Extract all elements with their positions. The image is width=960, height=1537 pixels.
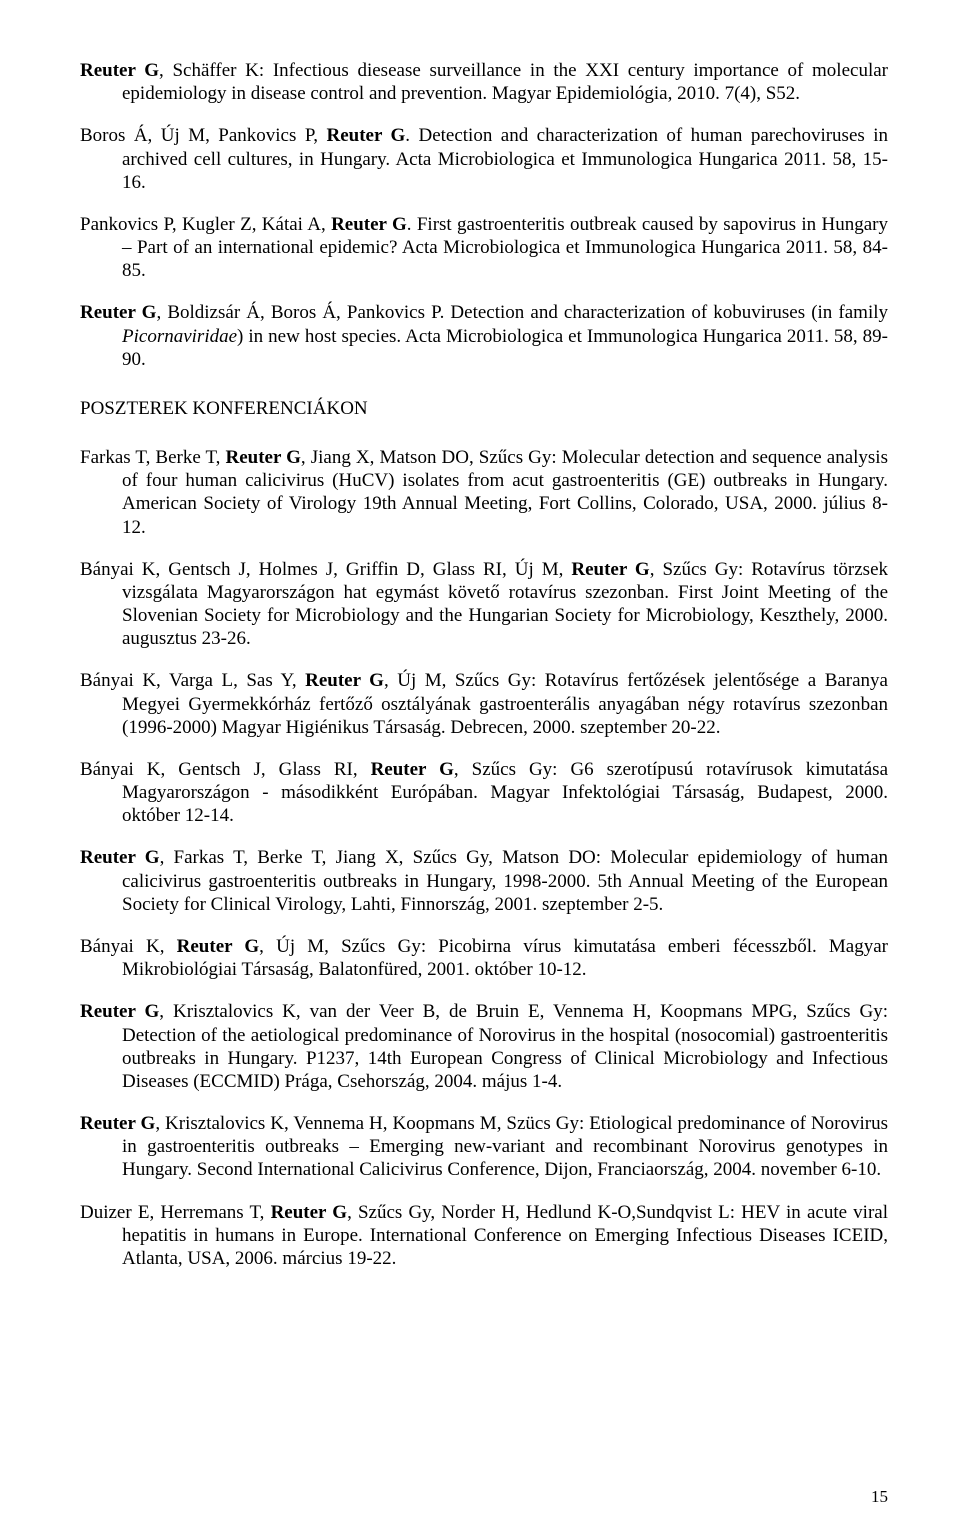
- reference-text: Bányai K, Varga L, Sas Y,: [80, 670, 305, 691]
- author-emphasis: Reuter G: [80, 1113, 155, 1134]
- author-emphasis: Reuter G: [371, 759, 454, 780]
- reference-text: Boros Á, Új M, Pankovics P,: [80, 125, 326, 146]
- references-top-group: Reuter G, Schäffer K: Infectious dieseas…: [80, 59, 888, 371]
- reference-entry: Bányai K, Gentsch J, Holmes J, Griffin D…: [80, 558, 888, 651]
- reference-text: Duizer E, Herremans T,: [80, 1202, 271, 1223]
- references-bottom-group: Farkas T, Berke T, Reuter G, Jiang X, Ma…: [80, 446, 888, 1270]
- reference-entry: Reuter G, Krisztalovics K, van der Veer …: [80, 1000, 888, 1093]
- page-number: 15: [871, 1487, 888, 1507]
- reference-entry: Pankovics P, Kugler Z, Kátai A, Reuter G…: [80, 213, 888, 283]
- section-heading: POSZTEREK KONFERENCIÁKON: [80, 397, 888, 420]
- reference-entry: Reuter G, Krisztalovics K, Vennema H, Ko…: [80, 1112, 888, 1182]
- author-emphasis: Reuter G: [177, 936, 260, 957]
- reference-entry: Bányai K, Varga L, Sas Y, Reuter G, Új M…: [80, 669, 888, 739]
- italic-term: Picornaviridae: [122, 326, 237, 347]
- author-emphasis: Reuter G: [571, 559, 649, 580]
- reference-entry: Bányai K, Gentsch J, Glass RI, Reuter G,…: [80, 758, 888, 828]
- reference-entry: Reuter G, Boldizsár Á, Boros Á, Pankovic…: [80, 301, 888, 371]
- document-page: Reuter G, Schäffer K: Infectious dieseas…: [0, 0, 960, 1537]
- author-emphasis: Reuter G: [331, 214, 407, 235]
- author-emphasis: Reuter G: [271, 1202, 348, 1223]
- reference-entry: Bányai K, Reuter G, Új M, Szűcs Gy: Pico…: [80, 935, 888, 981]
- reference-text: , Krisztalovics K, Vennema H, Koopmans M…: [122, 1113, 888, 1180]
- reference-text: , Schäffer K: Infectious diesease survei…: [122, 60, 888, 104]
- reference-text: , Farkas T, Berke T, Jiang X, Szűcs Gy, …: [122, 847, 888, 914]
- reference-entry: Reuter G, Farkas T, Berke T, Jiang X, Sz…: [80, 846, 888, 916]
- reference-text: Bányai K, Gentsch J, Holmes J, Griffin D…: [80, 559, 571, 580]
- author-emphasis: Reuter G: [80, 1001, 159, 1022]
- reference-text: Bányai K, Gentsch J, Glass RI,: [80, 759, 371, 780]
- reference-text: Pankovics P, Kugler Z, Kátai A,: [80, 214, 331, 235]
- reference-entry: Farkas T, Berke T, Reuter G, Jiang X, Ma…: [80, 446, 888, 539]
- reference-text: , Boldizsár Á, Boros Á, Pankovics P. Det…: [156, 302, 888, 323]
- reference-text: ) in new host species. Acta Microbiologi…: [122, 326, 888, 370]
- author-emphasis: Reuter G: [80, 302, 156, 323]
- reference-text: Farkas T, Berke T,: [80, 447, 226, 468]
- reference-text: Bányai K,: [80, 936, 177, 957]
- reference-entry: Reuter G, Schäffer K: Infectious dieseas…: [80, 59, 888, 105]
- reference-entry: Duizer E, Herremans T, Reuter G, Szűcs G…: [80, 1201, 888, 1271]
- reference-text: , Krisztalovics K, van der Veer B, de Br…: [122, 1001, 888, 1092]
- author-emphasis: Reuter G: [80, 847, 160, 868]
- reference-entry: Boros Á, Új M, Pankovics P, Reuter G. De…: [80, 124, 888, 194]
- author-emphasis: Reuter G: [326, 125, 405, 146]
- author-emphasis: Reuter G: [226, 447, 301, 468]
- author-emphasis: Reuter G: [305, 670, 384, 691]
- author-emphasis: Reuter G: [80, 60, 159, 81]
